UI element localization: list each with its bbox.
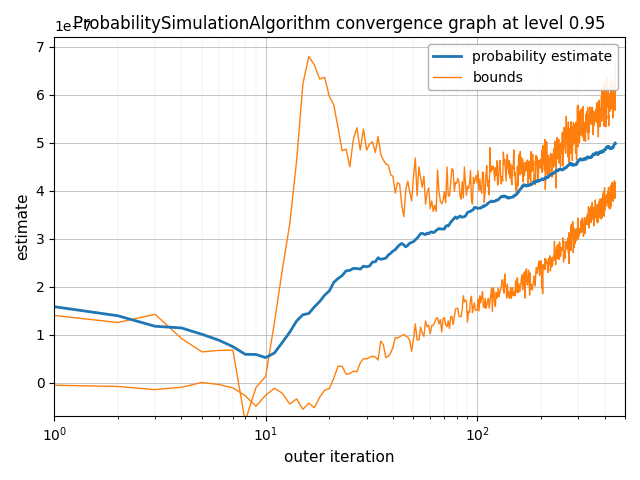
bounds <box>559 135 567 141</box>
Y-axis label: estimate: estimate <box>15 193 30 261</box>
probability estimate <box>611 140 619 146</box>
probability estimate <box>559 167 567 172</box>
Legend: probability estimate, bounds: probability estimate, bounds <box>428 44 618 90</box>
probability estimate <box>611 141 619 146</box>
Line: probability estimate: probability estimate <box>54 143 615 358</box>
Title: ProbabilitySimulationAlgorithm convergence graph at level 0.95: ProbabilitySimulationAlgorithm convergen… <box>74 15 606 33</box>
bounds <box>415 164 422 170</box>
bounds <box>608 90 616 96</box>
probability estimate <box>413 235 421 241</box>
bounds <box>305 53 313 59</box>
bounds <box>611 95 618 100</box>
probability estimate <box>262 355 269 360</box>
probability estimate <box>51 304 58 310</box>
X-axis label: outer iteration: outer iteration <box>284 450 395 465</box>
probability estimate <box>611 142 618 148</box>
probability estimate <box>582 156 590 162</box>
Text: 1e−7: 1e−7 <box>54 20 92 34</box>
probability estimate <box>449 216 457 222</box>
bounds <box>582 121 590 127</box>
probability estimate <box>608 145 616 151</box>
bounds <box>241 419 249 424</box>
Line: bounds: bounds <box>54 56 615 421</box>
bounds <box>611 61 619 67</box>
bounds <box>451 189 458 194</box>
bounds <box>51 312 58 318</box>
